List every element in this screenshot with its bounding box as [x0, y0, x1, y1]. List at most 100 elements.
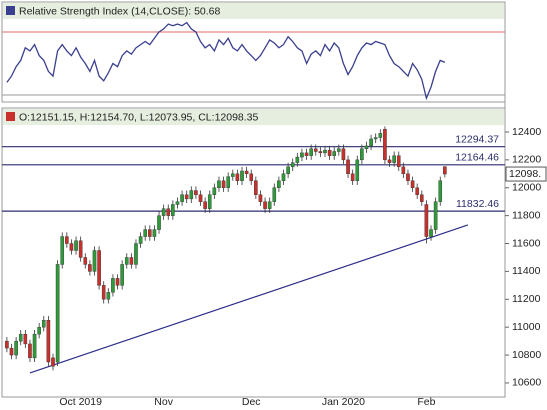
candle-body — [433, 201, 438, 230]
x-tick-label: Nov — [154, 396, 173, 408]
y-tick-label: 11200 — [512, 293, 541, 305]
candle-body — [166, 208, 171, 216]
candle-body — [254, 180, 258, 195]
candle-body — [401, 166, 406, 175]
candle-body — [277, 180, 281, 188]
candle-body — [221, 180, 226, 188]
candle-body — [258, 194, 263, 202]
candle-body — [37, 326, 41, 335]
candle-body — [217, 180, 221, 188]
x-tick-label: Feb — [417, 396, 435, 408]
candle-body — [69, 243, 74, 251]
candle-body — [378, 133, 383, 138]
candle-body — [138, 236, 143, 244]
candle-body — [263, 201, 267, 209]
candle-body — [443, 166, 447, 175]
candle-body — [28, 343, 32, 359]
x-tick-label: Oct 2019 — [59, 396, 102, 408]
candle-body — [355, 159, 360, 181]
candle-body — [212, 187, 217, 195]
candle-body — [295, 156, 300, 163]
candle-body — [387, 159, 392, 163]
candle-body — [396, 155, 401, 168]
candle-body — [341, 148, 346, 161]
rsi-swatch — [6, 6, 15, 15]
candle-body — [161, 208, 166, 216]
candle-body — [313, 148, 318, 152]
candle-body — [83, 257, 88, 265]
candle-body — [60, 236, 65, 265]
candle-body — [134, 243, 138, 265]
candle-body — [65, 236, 69, 244]
level-label: 11832.46 — [456, 198, 499, 210]
candle-body — [346, 159, 350, 175]
candle-body — [78, 240, 83, 258]
level-label: 12294.37 — [455, 133, 499, 145]
candle-body — [286, 166, 290, 175]
candle-body — [272, 187, 277, 202]
candle-body — [148, 229, 152, 237]
candle-body — [415, 187, 419, 195]
y-tick-label: 12200 — [512, 154, 541, 166]
price-panel — [1, 107, 506, 398]
candle-body — [410, 180, 415, 188]
level-label: 12164.46 — [455, 152, 499, 164]
candle-body — [9, 347, 14, 356]
candle-body — [230, 173, 235, 177]
y-tick-label: 12000 — [512, 182, 541, 194]
candle-body — [175, 201, 180, 205]
rsi-header — [3, 3, 504, 19]
candle-body — [369, 138, 373, 147]
candle-body — [115, 278, 120, 286]
candle-body — [207, 194, 212, 209]
candle-body — [88, 264, 92, 272]
candle-body — [323, 149, 327, 154]
candle-body — [18, 333, 23, 342]
candle-body — [267, 201, 272, 209]
y-tick-label: 10800 — [512, 349, 541, 361]
candle-body — [244, 170, 249, 175]
candle-body — [226, 176, 230, 188]
x-tick-label: Dec — [242, 396, 261, 408]
rsi-title: Relative Strength Index (14,CLOSE): 50.6… — [19, 5, 221, 17]
candle-body — [424, 204, 429, 237]
candle-body — [383, 128, 387, 161]
candle-body — [406, 173, 410, 181]
rsi-line — [6, 21, 446, 101]
candle-body — [23, 333, 28, 345]
candle-body — [420, 194, 424, 202]
candle-body — [198, 194, 203, 202]
candle-body — [189, 190, 194, 200]
candle-body — [429, 229, 433, 237]
candle-body — [157, 215, 161, 230]
candle-body — [318, 151, 323, 154]
last-price-box — [505, 166, 547, 182]
candle-body — [249, 173, 254, 181]
y-tick-label: 11000 — [512, 321, 541, 333]
candle-body — [300, 152, 304, 158]
x-tick-label: Jan 2020 — [322, 396, 365, 408]
last-price-label: 12098. — [509, 168, 541, 180]
candle-body — [332, 151, 337, 156]
candle-body — [97, 250, 101, 286]
candle-body — [360, 148, 364, 161]
candle-body — [101, 285, 106, 300]
candle-body — [41, 320, 46, 328]
y-tick-label: 11800 — [512, 209, 541, 221]
candle-body — [281, 173, 286, 181]
candle-body — [55, 264, 60, 363]
candle-body — [180, 194, 184, 202]
candle-body — [184, 194, 189, 200]
candle-body — [46, 320, 51, 363]
candle-body — [304, 152, 309, 156]
price-title: O:12151.15, H:12154.70, L:12073.95, CL:1… — [19, 111, 259, 123]
candle-body — [373, 137, 378, 140]
candle-body — [203, 201, 207, 209]
candle-body — [129, 257, 134, 265]
candle-body — [235, 173, 240, 181]
candle-body — [337, 148, 341, 152]
price-swatch — [6, 112, 15, 121]
candle-body — [74, 240, 78, 251]
